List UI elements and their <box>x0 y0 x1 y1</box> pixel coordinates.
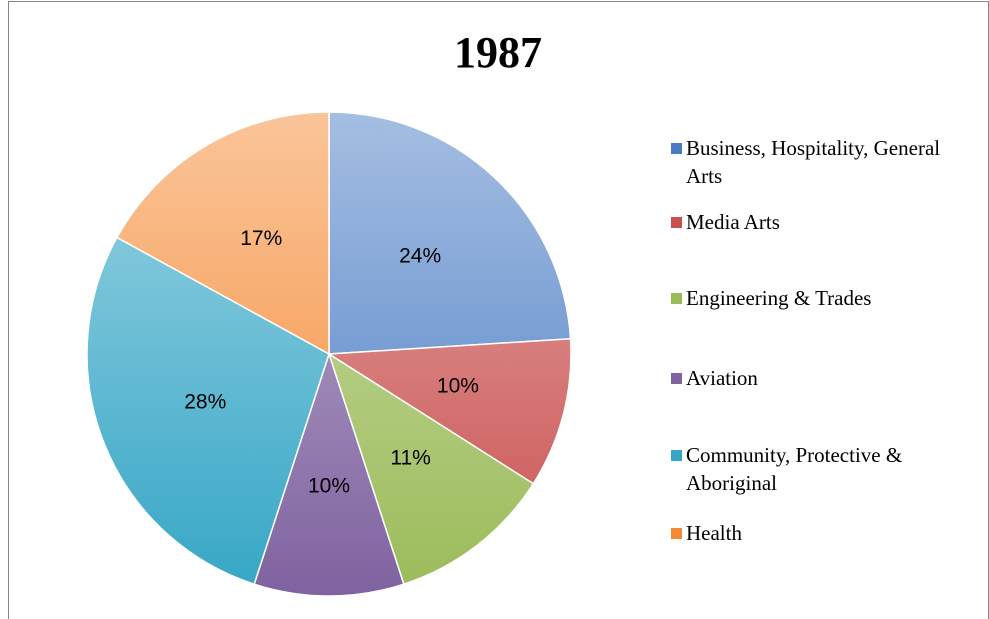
pie-slice <box>328 111 572 355</box>
legend-label: Engineering & Trades <box>686 286 872 310</box>
legend-swatch <box>671 143 682 154</box>
legend-label: Business, Hospitality, General Arts <box>686 136 941 188</box>
slice-label: 17% <box>240 227 282 250</box>
pie-slice <box>327 352 535 586</box>
legend-label: Health <box>686 521 742 545</box>
pie-slice <box>86 236 330 586</box>
legend-label: Aviation <box>686 366 758 390</box>
pie-slice <box>115 111 330 356</box>
slice-label: 28% <box>184 391 226 414</box>
slice-label: 10% <box>437 375 479 398</box>
legend-swatch <box>671 450 682 461</box>
slice-label: 10% <box>308 475 350 498</box>
legend-swatch <box>671 293 682 304</box>
legend-label: Media Arts <box>686 210 780 234</box>
chart-title: 1987 <box>454 28 542 77</box>
legend-swatch <box>671 528 682 539</box>
pie-slice <box>326 338 572 485</box>
legend-swatch <box>671 373 682 384</box>
legend-label: Community, Protective & Aboriginal <box>686 443 903 495</box>
pie-slice <box>253 351 405 597</box>
slice-label: 24% <box>399 245 441 268</box>
legend-swatch <box>671 217 682 228</box>
slice-label: 11% <box>390 447 430 470</box>
